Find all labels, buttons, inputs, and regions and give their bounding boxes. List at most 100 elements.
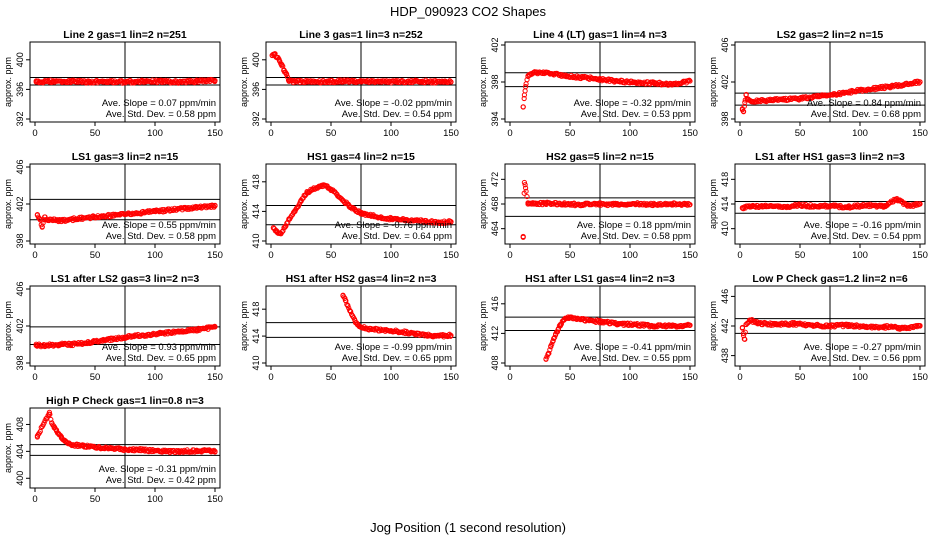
- slope-annotation: Ave. Slope = 0.84 ppm/min: [807, 98, 921, 109]
- slope-annotation: Ave. Slope = 0.55 ppm/min: [102, 220, 216, 231]
- panel-title: LS2 gas=2 lin=2 n=15: [777, 29, 884, 41]
- chart-panel: LS1 after LS2 gas=3 lin=2 n=3 approx. ppm…: [3, 273, 223, 383]
- chart-panel: Line 3 gas=1 lin=3 n=252 approx. ppm 0 50 10…: [239, 29, 459, 139]
- x-tick-label: 50: [795, 128, 806, 139]
- data-point: [342, 295, 348, 301]
- x-tick-label: 150: [207, 494, 223, 505]
- y-axis-label: approx. ppm: [239, 179, 249, 229]
- x-tick-label: 0: [507, 128, 512, 139]
- x-tick-label: 0: [737, 250, 742, 261]
- y-axis-label: approx. ppm: [478, 179, 488, 229]
- y-tick-label: 396: [15, 82, 25, 97]
- data-point: [40, 220, 46, 226]
- x-tick-label: 0: [32, 372, 37, 383]
- data-point: [419, 79, 425, 85]
- figure-xlabel: Jog Position (1 second resolution): [370, 520, 566, 535]
- slope-annotation: Ave. Slope = 0.18 ppm/min: [577, 220, 691, 231]
- y-axis-label: approx. ppm: [3, 57, 13, 107]
- data-point: [917, 322, 923, 329]
- panel-title: HS1 after LS1 gas=4 lin=2 n=3: [525, 273, 675, 285]
- data-point: [524, 193, 530, 200]
- y-tick-label: 414: [251, 329, 261, 344]
- y-axis-label: approx. ppm: [3, 179, 13, 229]
- x-tick-label: 50: [90, 128, 101, 139]
- chart-panel: Line 4 (LT) gas=1 lin=4 n=3 approx. ppm 0 5…: [478, 29, 698, 139]
- x-tick-label: 150: [443, 250, 459, 261]
- chart-panel: Line 2 gas=1 lin=2 n=251 approx. ppm 0 50 10…: [3, 29, 223, 139]
- x-tick-label: 50: [795, 372, 806, 383]
- std-dev-annotation: Ave. Std. Dev. = 0.65 ppm: [106, 353, 216, 364]
- chart-panel: High P Check gas=1 lin=0.8 n=3 approx. pp…: [3, 395, 223, 505]
- x-tick-label: 0: [268, 250, 273, 261]
- data-point: [345, 302, 351, 308]
- std-dev-annotation: Ave. Std. Dev. = 0.65 ppm: [342, 353, 452, 364]
- y-axis-label: approx. ppm: [3, 423, 13, 473]
- x-tick-label: 100: [147, 372, 163, 383]
- data-point: [447, 78, 453, 84]
- data-point: [279, 229, 285, 235]
- panel-title: HS2 gas=5 lin=2 n=15: [546, 151, 654, 163]
- data-point: [881, 203, 888, 209]
- data-point: [47, 411, 53, 418]
- y-tick-label: 406: [720, 37, 730, 52]
- data-point: [284, 71, 290, 77]
- x-tick-label: 50: [90, 250, 101, 261]
- std-dev-annotation: Ave. Std. Dev. = 0.54 ppm: [811, 231, 921, 242]
- data-point: [447, 333, 454, 339]
- x-tick-label: 150: [207, 128, 223, 139]
- y-tick-label: 392: [251, 111, 261, 126]
- panel-title: Line 2 gas=1 lin=2 n=251: [63, 29, 187, 41]
- slope-annotation: Ave. Slope = -0.99 ppm/min: [335, 342, 452, 353]
- data-point: [448, 79, 454, 85]
- y-tick-label: 468: [490, 196, 500, 211]
- y-axis-label: approx. ppm: [239, 57, 249, 107]
- data-point: [212, 78, 218, 85]
- x-tick-label: 100: [852, 372, 868, 383]
- y-tick-label: 394: [490, 111, 500, 126]
- x-tick-label: 100: [622, 372, 638, 383]
- x-tick-label: 100: [147, 250, 163, 261]
- x-tick-label: 50: [795, 250, 806, 261]
- x-tick-label: 0: [32, 250, 37, 261]
- data-point: [276, 56, 282, 62]
- y-tick-label: 410: [251, 233, 261, 248]
- data-point: [549, 341, 555, 347]
- x-tick-label: 50: [326, 250, 337, 261]
- x-tick-label: 100: [383, 372, 399, 383]
- y-tick-label: 402: [15, 318, 25, 333]
- x-tick-label: 100: [147, 128, 163, 139]
- y-tick-label: 442: [720, 318, 730, 333]
- data-point: [789, 320, 795, 326]
- data-point: [740, 108, 746, 114]
- data-point: [53, 426, 59, 432]
- data-point: [523, 185, 529, 191]
- std-dev-annotation: Ave. Std. Dev. = 0.58 ppm: [581, 231, 691, 242]
- data-point: [916, 80, 922, 86]
- chart-panel: Low P Check gas=1.2 lin=2 n=6 approx. ppm…: [708, 273, 928, 383]
- data-point: [447, 218, 453, 224]
- std-dev-annotation: Ave. Std. Dev. = 0.68 ppm: [811, 109, 921, 120]
- data-point: [686, 77, 692, 83]
- y-axis-label: approx. ppm: [708, 179, 718, 229]
- x-tick-label: 50: [326, 372, 337, 383]
- chart-panel: HS1 after LS1 gas=4 lin=2 n=3 approx. ppm…: [478, 273, 698, 383]
- slope-annotation: Ave. Slope = -0.02 ppm/min: [335, 98, 452, 109]
- y-tick-label: 402: [15, 196, 25, 211]
- slope-annotation: Ave. Slope = -0.31 ppm/min: [99, 464, 216, 475]
- panel-title: Line 3 gas=1 lin=3 n=252: [299, 29, 423, 41]
- data-point: [741, 103, 747, 109]
- data-point: [739, 325, 746, 331]
- chart-panel: HS2 gas=5 lin=2 n=15 approx. ppm 0 50 100 150…: [478, 151, 698, 261]
- data-point: [34, 212, 41, 218]
- y-axis-label: approx. ppm: [708, 57, 718, 107]
- y-tick-label: 398: [15, 233, 25, 248]
- data-point: [523, 81, 529, 87]
- panel-title: LS1 after HS1 gas=3 lin=2 n=3: [755, 151, 905, 163]
- x-tick-label: 150: [682, 250, 698, 261]
- y-tick-label: 418: [251, 174, 261, 189]
- x-tick-label: 0: [507, 250, 512, 261]
- y-tick-label: 408: [490, 355, 500, 370]
- y-tick-label: 400: [251, 52, 261, 67]
- y-axis-label: approx. ppm: [708, 301, 718, 351]
- x-tick-label: 0: [737, 372, 742, 383]
